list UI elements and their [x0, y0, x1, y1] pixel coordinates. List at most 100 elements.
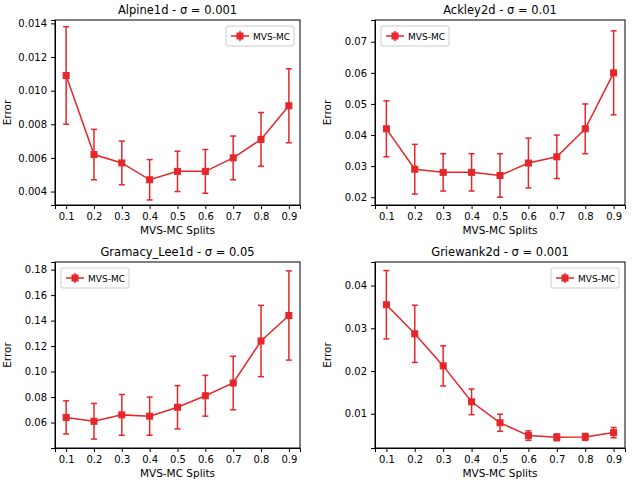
marker — [258, 338, 264, 344]
tick: 0.8 — [578, 448, 594, 465]
error-bar-cap — [202, 415, 208, 417]
x-axis-label: MVS-MC Splits — [140, 467, 215, 479]
tick-mark — [51, 321, 55, 322]
error-bar-cap — [525, 440, 531, 442]
error-bar-cap — [119, 435, 125, 437]
error-bar-cap — [497, 196, 503, 198]
chart-title: Alpine1d - σ = 0.001 — [118, 3, 237, 17]
error-bar-cap — [286, 68, 292, 70]
tick: 0.1 — [59, 205, 75, 222]
tick-mark — [528, 205, 529, 209]
tick: 0.4 — [464, 205, 480, 222]
tick-label: 0.7 — [226, 454, 242, 465]
error-bar — [497, 154, 503, 198]
tick: 0.012 — [18, 52, 55, 63]
tick: 0.07 — [345, 36, 375, 47]
tick-mark — [66, 205, 67, 209]
tick-label: 0.4 — [464, 211, 480, 222]
tick-label: 0.8 — [254, 454, 270, 465]
error-bar-cap — [582, 153, 588, 155]
error-bar-cap — [440, 190, 446, 192]
x-axis: 0.10.20.30.40.50.60.70.80.9 — [56, 205, 301, 222]
panel: 0.10.20.30.40.50.60.70.80.90.0040.0060.0… — [1, 3, 301, 236]
tick: 0.08 — [25, 392, 55, 403]
tick-label: 0.14 — [25, 315, 47, 326]
tick-mark — [289, 448, 290, 452]
error-bar — [383, 271, 389, 339]
error-bar — [582, 104, 588, 154]
axis-line — [376, 449, 626, 453]
marker — [119, 412, 125, 418]
tick: 0.03 — [345, 161, 375, 172]
tick: 0.14 — [25, 315, 55, 326]
error-bar — [497, 414, 503, 431]
marker — [440, 363, 446, 369]
legend-box — [226, 26, 294, 46]
tick-label: 0.6 — [521, 211, 537, 222]
error-bar-cap — [383, 100, 389, 102]
tick-mark — [614, 205, 615, 209]
error-bar-cap — [383, 270, 389, 272]
legend-label: MVS-MC — [578, 274, 615, 284]
tick-label: 0.02 — [345, 366, 367, 377]
y-axis-label: Error — [321, 99, 333, 125]
tick-mark — [261, 448, 262, 452]
tick-mark — [178, 205, 179, 209]
error-bar-cap — [611, 427, 617, 429]
tick-label: 0.7 — [549, 211, 565, 222]
legend-box — [551, 268, 619, 288]
marker — [147, 413, 153, 419]
tick-label: 0.9 — [606, 454, 622, 465]
tick-mark — [51, 372, 55, 373]
error-bar-cap — [202, 375, 208, 377]
error-bar — [469, 389, 475, 415]
error-bar — [230, 136, 236, 180]
error-bar-cap — [258, 166, 264, 168]
error-bar-cap — [582, 103, 588, 105]
tick-label: 0.03 — [345, 323, 367, 334]
error-bar-cap — [63, 26, 69, 28]
tick-label: 0.3 — [114, 211, 130, 222]
error-bar-cap — [63, 433, 69, 435]
error-bar — [525, 431, 531, 440]
error-bar-cap — [230, 135, 236, 137]
marker — [147, 177, 153, 183]
tick: 0.6 — [521, 205, 537, 222]
tick-mark — [443, 448, 444, 452]
tick-mark — [371, 197, 375, 198]
tick-mark — [585, 448, 586, 452]
tick-mark — [122, 448, 123, 452]
tick: 0.5 — [493, 448, 509, 465]
plot-area — [383, 271, 616, 441]
error-bar-cap — [554, 178, 560, 180]
tick: 0.004 — [18, 186, 55, 197]
tick: 0.7 — [226, 205, 242, 222]
error-bar-cap — [497, 153, 503, 155]
series-line — [386, 73, 613, 176]
tick-mark — [233, 205, 234, 209]
marker — [412, 166, 418, 172]
error-bar — [525, 138, 531, 188]
tick: 0.06 — [345, 68, 375, 79]
tick-mark — [150, 448, 151, 452]
plot-frame — [375, 262, 625, 448]
tick-mark — [371, 135, 375, 136]
error-bar — [258, 113, 264, 167]
marker — [202, 393, 208, 399]
tick-label: 0.5 — [170, 454, 186, 465]
error-bar-cap — [119, 394, 125, 396]
chart-title: Ackley2d - σ = 0.01 — [443, 3, 557, 17]
error-bar — [258, 305, 264, 376]
marker — [175, 404, 181, 410]
tick-label: 0.04 — [345, 280, 367, 291]
legend: MVS-MC — [226, 26, 294, 46]
marker — [383, 126, 389, 132]
tick-mark — [51, 270, 55, 271]
error-bar — [147, 397, 153, 435]
tick-mark — [51, 423, 55, 424]
tick-label: 0.004 — [18, 186, 47, 197]
error-bar — [554, 135, 560, 179]
y-axis: 0.060.080.100.120.140.160.18 — [25, 263, 56, 449]
error-bar-cap — [147, 396, 153, 398]
marker — [119, 160, 125, 166]
